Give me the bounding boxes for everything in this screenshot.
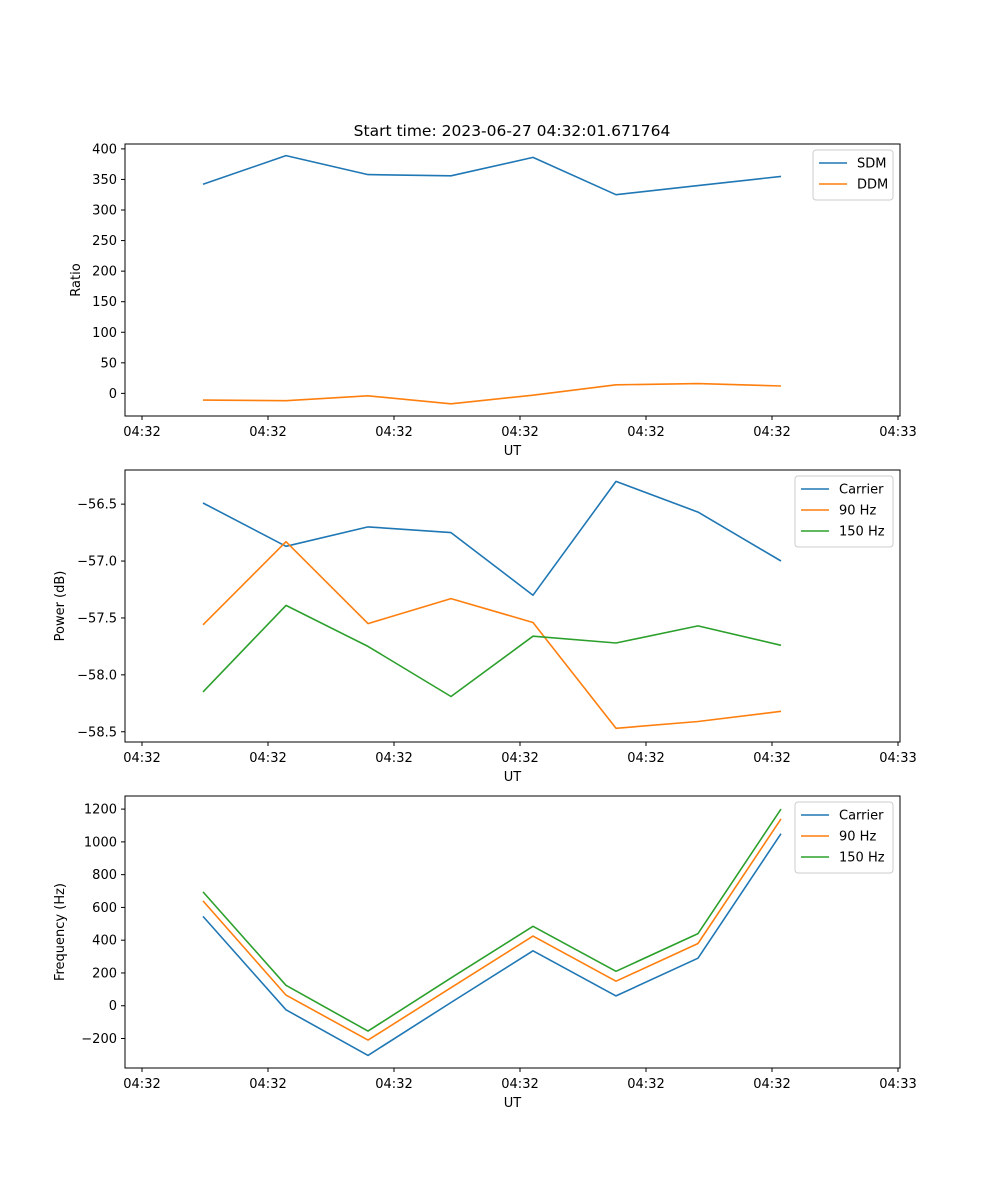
y-tick-label: 350 [92,173,117,188]
legend-label: Carrier [839,809,884,824]
y-tick-label: 800 [92,868,117,883]
y-tick-label: −58.0 [77,668,117,683]
series-line-sdm [202,154,782,196]
x-tick-label: 04:32 [249,1077,286,1092]
y-tick-label: 1200 [84,803,117,818]
x-tick-label: 04:32 [249,425,286,440]
chart-panel-2: −58.5 −58.0 −57.5 −57.0 −56.5 04:32 04:32 04:32… [53,469,917,785]
x-tick-label: 04:32 [627,1077,664,1092]
legend-box [794,475,894,548]
legend-box [794,801,894,874]
y-tick-label: 0 [109,999,117,1014]
legend: Carrier 90 Hz 150 Hz [794,801,894,874]
series-line-90-hz [202,818,782,1041]
y-tick-label: −57.5 [77,611,117,626]
x-tick-label: 04:32 [627,425,664,440]
x-tick-label: 04:33 [879,1077,916,1092]
chart-panels: 0 50 100 150 200 250 300 350 400 04:32 04:32 04:32 0… [53,142,917,1111]
y-tick-label: 400 [92,934,117,949]
chart-panel-1: 0 50 100 150 200 250 300 350 400 04:32 04:32 04:32 0… [69,142,917,459]
series-line-150-hz [202,604,782,698]
legend-label: DDM [857,178,888,193]
y-tick-label: 100 [92,326,117,341]
y-tick-label: 250 [92,234,117,249]
legend-label: 150 Hz [839,525,885,540]
x-tick-label: 04:32 [375,1077,412,1092]
y-tick-label: 0 [109,387,117,402]
y-tick-label: 300 [92,204,117,219]
x-tick-label: 04:32 [501,751,538,766]
chart-title: Start time: 2023-06-27 04:32:01.671764 [354,122,671,140]
plot-frame [124,143,901,417]
x-tick-label: 04:32 [123,751,160,766]
x-tick-label: 04:32 [753,1077,790,1092]
x-tick-label: 04:32 [627,751,664,766]
plot-frame [124,469,901,743]
y-tick-label: −58.5 [77,725,117,740]
x-axis-label: UT [504,770,522,785]
x-tick-label: 04:32 [375,751,412,766]
x-tick-label: 04:32 [501,425,538,440]
y-tick-label: 50 [100,356,117,371]
plot-frame [124,795,901,1069]
x-axis-label: UT [504,444,522,459]
x-tick-label: 04:33 [879,425,916,440]
x-tick-label: 04:32 [375,425,412,440]
series-line-150-hz [202,808,782,1032]
series-line-90-hz [202,540,782,730]
legend: SDM DDM [812,149,894,201]
y-axis-label: Power (dB) [53,571,68,642]
x-tick-label: 04:32 [123,425,160,440]
y-axis-label: Ratio [69,263,84,296]
legend-label: Carrier [839,483,884,498]
y-tick-label: 200 [92,966,117,981]
y-tick-label: 1000 [84,835,117,850]
y-tick-label: 400 [92,142,117,157]
y-tick-label: −200 [81,1032,117,1047]
series-line-carrier [202,480,782,597]
y-tick-label: 150 [92,295,117,310]
x-tick-label: 04:33 [879,751,916,766]
series-line-ddm [202,382,782,405]
legend: Carrier 90 Hz 150 Hz [794,475,894,548]
x-tick-label: 04:32 [501,1077,538,1092]
y-axis-label: Frequency (Hz) [53,883,68,981]
legend-label: 90 Hz [839,830,876,845]
legend-label: 150 Hz [839,851,885,866]
y-tick-label: −57.0 [77,555,117,570]
x-tick-label: 04:32 [249,751,286,766]
chart-panel-3: −200 0 200 400 600 800 1000 1200 04:32 04:32 04:32… [53,795,917,1111]
series-line-carrier [202,833,782,1057]
x-tick-label: 04:32 [753,425,790,440]
y-tick-label: 600 [92,901,117,916]
legend-label: SDM [857,157,886,172]
x-tick-label: 04:32 [123,1077,160,1092]
y-tick-label: −56.5 [77,498,117,513]
x-tick-label: 04:32 [753,751,790,766]
legend-label: 90 Hz [839,504,876,519]
y-tick-label: 200 [92,265,117,280]
x-axis-label: UT [504,1096,522,1111]
